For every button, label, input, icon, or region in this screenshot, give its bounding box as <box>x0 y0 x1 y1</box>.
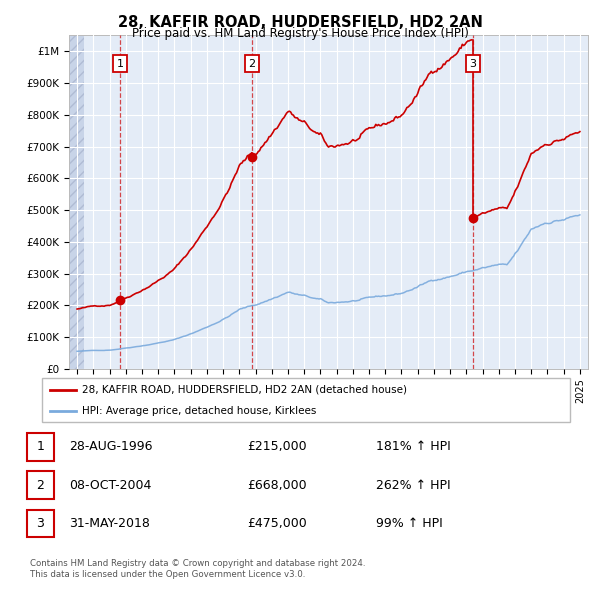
Text: 181% ↑ HPI: 181% ↑ HPI <box>376 440 450 454</box>
Text: 2: 2 <box>248 59 256 68</box>
Text: 262% ↑ HPI: 262% ↑ HPI <box>376 478 450 492</box>
Text: £668,000: £668,000 <box>247 478 307 492</box>
Text: 08-OCT-2004: 08-OCT-2004 <box>68 478 151 492</box>
Text: 28-AUG-1996: 28-AUG-1996 <box>68 440 152 454</box>
Text: 3: 3 <box>470 59 476 68</box>
Text: 2: 2 <box>36 478 44 492</box>
Text: £215,000: £215,000 <box>247 440 307 454</box>
FancyBboxPatch shape <box>42 378 570 422</box>
Text: HPI: Average price, detached house, Kirklees: HPI: Average price, detached house, Kirk… <box>82 406 316 416</box>
Text: 1: 1 <box>36 440 44 454</box>
Text: 31-MAY-2018: 31-MAY-2018 <box>68 517 149 530</box>
Bar <box>69 35 84 369</box>
Text: 1: 1 <box>117 59 124 68</box>
Text: 28, KAFFIR ROAD, HUDDERSFIELD, HD2 2AN (detached house): 28, KAFFIR ROAD, HUDDERSFIELD, HD2 2AN (… <box>82 385 407 395</box>
Text: £475,000: £475,000 <box>247 517 307 530</box>
Text: 99% ↑ HPI: 99% ↑ HPI <box>376 517 442 530</box>
FancyBboxPatch shape <box>27 510 53 537</box>
FancyBboxPatch shape <box>27 471 53 499</box>
Text: This data is licensed under the Open Government Licence v3.0.: This data is licensed under the Open Gov… <box>30 570 305 579</box>
FancyBboxPatch shape <box>27 433 53 461</box>
Text: Contains HM Land Registry data © Crown copyright and database right 2024.: Contains HM Land Registry data © Crown c… <box>30 559 365 568</box>
Text: 28, KAFFIR ROAD, HUDDERSFIELD, HD2 2AN: 28, KAFFIR ROAD, HUDDERSFIELD, HD2 2AN <box>118 15 482 30</box>
Text: Price paid vs. HM Land Registry's House Price Index (HPI): Price paid vs. HM Land Registry's House … <box>131 27 469 40</box>
Text: 3: 3 <box>36 517 44 530</box>
